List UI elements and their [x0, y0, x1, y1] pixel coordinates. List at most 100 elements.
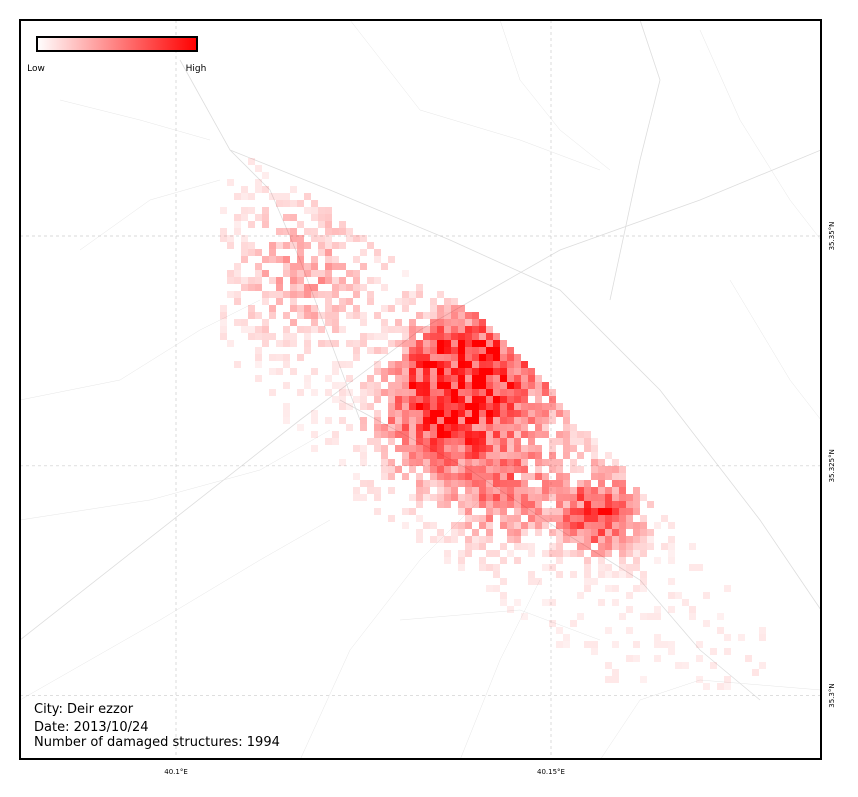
heat-cell	[262, 319, 269, 326]
heat-cell	[416, 452, 423, 459]
heat-cell	[500, 522, 507, 529]
heat-cell	[325, 249, 332, 256]
heat-cell	[269, 312, 276, 319]
heat-cell	[577, 543, 584, 550]
heat-cell	[234, 298, 241, 305]
heat-cell	[430, 438, 437, 445]
heat-cell	[388, 382, 395, 389]
heat-cell	[395, 466, 402, 473]
heat-cell	[465, 431, 472, 438]
heat-cell	[430, 522, 437, 529]
heat-cell	[234, 214, 241, 221]
heat-cell	[521, 431, 528, 438]
heat-cell	[514, 501, 521, 508]
heat-cell	[668, 536, 675, 543]
heat-cell	[465, 438, 472, 445]
heat-cell	[507, 515, 514, 522]
heat-cell	[633, 543, 640, 550]
heat-cell	[423, 480, 430, 487]
heat-cell	[437, 452, 444, 459]
heat-cell	[759, 627, 766, 634]
heat-cell	[360, 235, 367, 242]
heat-cell	[472, 361, 479, 368]
heat-cell	[549, 389, 556, 396]
heat-cell	[584, 585, 591, 592]
heat-cell	[269, 333, 276, 340]
heat-cell	[283, 228, 290, 235]
heat-cell	[570, 445, 577, 452]
heat-cell	[535, 494, 542, 501]
heat-cell	[283, 403, 290, 410]
heat-cell	[444, 466, 451, 473]
heat-cell	[276, 256, 283, 263]
heat-cell	[458, 417, 465, 424]
heat-cell	[360, 382, 367, 389]
heat-cell	[563, 452, 570, 459]
heat-cell	[465, 403, 472, 410]
heat-cell	[430, 452, 437, 459]
heat-cell	[640, 571, 647, 578]
heat-cell	[633, 536, 640, 543]
heat-cell	[619, 557, 626, 564]
heat-cell	[241, 284, 248, 291]
heat-cell	[416, 529, 423, 536]
heat-cell	[605, 515, 612, 522]
heat-cell	[437, 368, 444, 375]
heat-cell	[262, 270, 269, 277]
heat-cell	[507, 396, 514, 403]
heat-cell	[332, 438, 339, 445]
heat-cell	[423, 396, 430, 403]
heat-cell	[598, 473, 605, 480]
heat-cell	[549, 599, 556, 606]
heat-cell	[458, 375, 465, 382]
heat-cell	[311, 445, 318, 452]
heat-cell	[612, 487, 619, 494]
heat-cell	[521, 417, 528, 424]
heat-cell	[640, 522, 647, 529]
heat-cell	[297, 263, 304, 270]
heat-cell	[437, 410, 444, 417]
heat-cell	[528, 571, 535, 578]
heat-cell	[262, 340, 269, 347]
heat-cell	[416, 536, 423, 543]
heat-cell	[423, 382, 430, 389]
heat-cell	[479, 543, 486, 550]
heat-cell	[549, 417, 556, 424]
heat-cell	[360, 424, 367, 431]
heat-cell	[626, 536, 633, 543]
heat-cell	[290, 277, 297, 284]
heat-cell	[367, 375, 374, 382]
heat-cell	[556, 403, 563, 410]
heat-cell	[283, 333, 290, 340]
heat-cell	[437, 424, 444, 431]
heat-cell	[542, 403, 549, 410]
heat-cell	[472, 459, 479, 466]
heat-cell	[430, 354, 437, 361]
heat-cell	[451, 305, 458, 312]
heat-cell	[458, 529, 465, 536]
heat-cell	[234, 291, 241, 298]
heat-cell	[255, 214, 262, 221]
heat-cell	[612, 522, 619, 529]
heat-cell	[297, 221, 304, 228]
heat-cell	[395, 403, 402, 410]
heat-cell	[458, 431, 465, 438]
heat-cell	[451, 403, 458, 410]
heat-cell	[486, 487, 493, 494]
heat-cell	[339, 263, 346, 270]
heat-cell	[304, 284, 311, 291]
heat-cell	[465, 361, 472, 368]
heat-cell	[556, 438, 563, 445]
heat-cell	[325, 298, 332, 305]
heat-cell	[486, 326, 493, 333]
heat-cell	[430, 417, 437, 424]
heat-cell	[339, 305, 346, 312]
heat-cell	[535, 487, 542, 494]
heat-cell	[591, 438, 598, 445]
heat-cell	[262, 172, 269, 179]
heat-cell	[297, 291, 304, 298]
heat-cell	[241, 326, 248, 333]
heat-cell	[360, 389, 367, 396]
heat-cell	[339, 277, 346, 284]
heat-cell	[472, 319, 479, 326]
